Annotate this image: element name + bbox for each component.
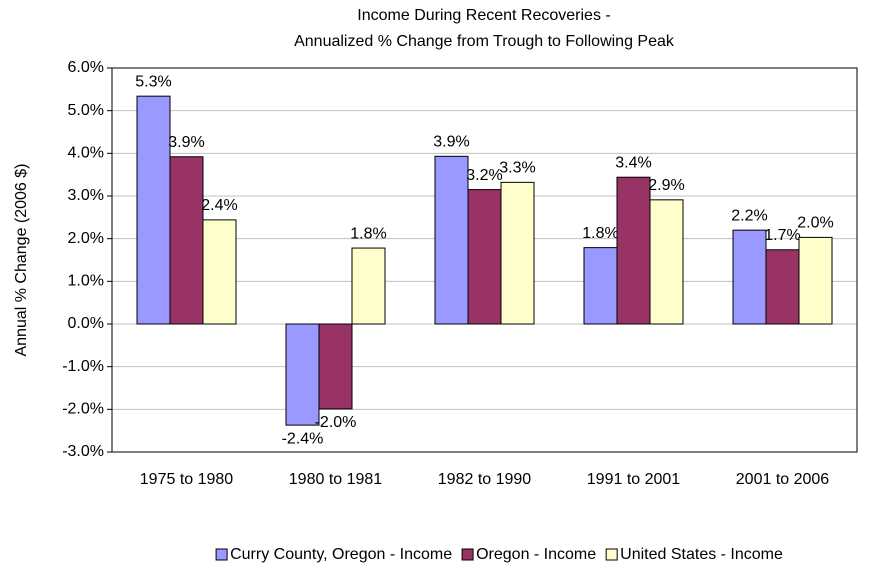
y-tick-label: -2.0% bbox=[62, 401, 104, 418]
legend-swatch bbox=[605, 548, 618, 561]
y-tick-label: -3.0% bbox=[62, 443, 104, 460]
legend-label: United States - Income bbox=[620, 546, 783, 563]
bar bbox=[583, 247, 618, 325]
value-label: 1.8% bbox=[582, 225, 618, 242]
bar bbox=[136, 95, 171, 325]
bar bbox=[732, 229, 767, 325]
value-label: 1.7% bbox=[764, 227, 800, 244]
x-tick-label: 1980 to 1981 bbox=[289, 471, 383, 488]
bar bbox=[318, 323, 353, 410]
plot-border bbox=[111, 67, 858, 453]
legend-swatch bbox=[461, 548, 474, 561]
chart-subtitle: Annualized % Change from Trough to Follo… bbox=[294, 33, 675, 50]
bar bbox=[765, 249, 800, 325]
bar bbox=[798, 236, 833, 325]
x-tick-label: 2001 to 2006 bbox=[736, 471, 830, 488]
y-tick-label: -1.0% bbox=[62, 358, 104, 375]
value-label: 2.4% bbox=[201, 197, 237, 214]
legend-label: Oregon - Income bbox=[476, 546, 596, 563]
legend-swatch bbox=[215, 548, 228, 561]
y-tick-label: 0.0% bbox=[68, 315, 104, 332]
value-label: 3.3% bbox=[499, 160, 535, 177]
bar bbox=[467, 189, 502, 325]
y-axis-label: Annual % Change (2006 $) bbox=[13, 163, 30, 356]
value-label: 5.3% bbox=[135, 73, 171, 90]
value-label: 2.0% bbox=[797, 215, 833, 232]
bar bbox=[202, 219, 237, 325]
x-tick-label: 1975 to 1980 bbox=[140, 471, 234, 488]
value-label: 3.4% bbox=[615, 154, 651, 171]
y-tick-label: 3.0% bbox=[68, 187, 104, 204]
value-label: 1.8% bbox=[350, 225, 386, 242]
value-label: 2.2% bbox=[731, 207, 767, 224]
y-tick-label: 2.0% bbox=[68, 230, 104, 247]
y-tick-label: 1.0% bbox=[68, 273, 104, 290]
value-label: -2.4% bbox=[282, 430, 324, 447]
x-tick-label: 1982 to 1990 bbox=[438, 471, 532, 488]
value-label: -2.0% bbox=[315, 414, 357, 431]
x-tick-label: 1991 to 2001 bbox=[587, 471, 681, 488]
legend-label: Curry County, Oregon - Income bbox=[230, 546, 452, 563]
chart-title: Income During Recent Recoveries - bbox=[357, 7, 610, 24]
value-label: 2.9% bbox=[648, 177, 684, 194]
bar bbox=[434, 155, 469, 325]
bar bbox=[169, 156, 204, 325]
bar bbox=[616, 176, 651, 325]
bar bbox=[500, 181, 535, 325]
value-label: 3.9% bbox=[433, 134, 469, 151]
bar bbox=[649, 199, 684, 325]
y-tick-label: 6.0% bbox=[68, 59, 104, 76]
value-label: 3.2% bbox=[466, 167, 502, 184]
value-label: 3.9% bbox=[168, 134, 204, 151]
bar bbox=[285, 323, 320, 426]
y-tick-label: 5.0% bbox=[68, 102, 104, 119]
y-tick-label: 4.0% bbox=[68, 145, 104, 162]
bar bbox=[351, 247, 386, 325]
